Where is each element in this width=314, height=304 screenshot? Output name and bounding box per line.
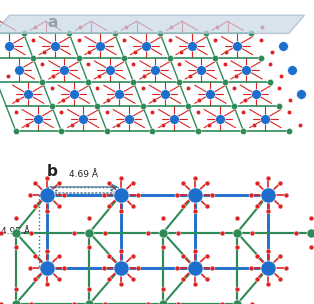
Text: 4.95 Å: 4.95 Å	[1, 226, 30, 236]
Polygon shape	[0, 15, 305, 33]
Text: a: a	[47, 15, 57, 30]
Text: b: b	[47, 164, 58, 179]
Text: 4.69 Å: 4.69 Å	[69, 170, 99, 179]
